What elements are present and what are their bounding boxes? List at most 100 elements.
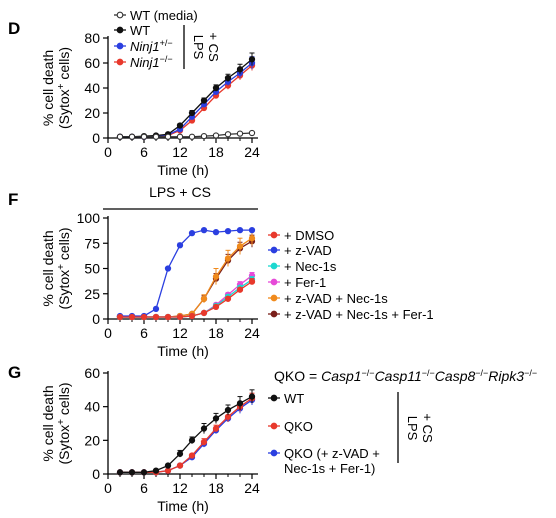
data-point <box>188 133 196 140</box>
legend-entry-label: Ninj1−/− <box>130 54 173 70</box>
data-point <box>224 295 232 302</box>
y-tick-label: 50 <box>84 261 100 277</box>
data-point <box>248 129 256 137</box>
panel-letter: F <box>8 190 18 209</box>
y-tick-label: 40 <box>84 399 100 415</box>
y-tick-label: 0 <box>92 130 100 146</box>
legend-entry-label: Ninj1+/− <box>130 38 173 54</box>
legend-swatch-marker <box>270 278 278 286</box>
data-point <box>212 132 220 139</box>
data-point <box>116 469 124 476</box>
series-line <box>120 281 253 318</box>
data-point <box>200 295 208 302</box>
x-tick-label: 6 <box>140 480 148 496</box>
data-point <box>248 56 256 63</box>
bracket-label-line2: + CS <box>206 32 221 62</box>
data-point <box>212 84 220 92</box>
x-axis-title: Time (h) <box>157 162 209 178</box>
data-point <box>200 309 208 317</box>
series-line <box>120 229 252 317</box>
series-line <box>120 240 253 318</box>
data-point <box>176 122 184 129</box>
y-axis-title-line1: % cell death <box>40 50 56 126</box>
x-tick-label: 0 <box>104 325 112 341</box>
legend-entry-label-line2: Nec-1s + Fer-1) <box>284 461 375 476</box>
legend-swatch-marker <box>270 246 278 254</box>
data-point <box>164 313 172 321</box>
data-point <box>248 235 256 242</box>
legend-entry-label: QKO <box>284 419 313 434</box>
y-axis-title-line2: (Sytox+ cells) <box>56 47 73 129</box>
data-point <box>212 425 220 432</box>
legend-entry-label: + z-VAD + Nec-1s <box>284 291 388 306</box>
legend-entry-label: + Nec-1s <box>284 259 337 274</box>
panel-letter: D <box>8 19 20 38</box>
y-tick-label: 25 <box>84 286 100 302</box>
series-line <box>120 279 253 318</box>
x-tick-label: 18 <box>208 325 224 341</box>
data-point <box>140 313 148 321</box>
data-point <box>188 109 196 117</box>
data-point <box>116 313 124 321</box>
legend-swatch-marker <box>116 26 124 34</box>
data-point <box>236 226 244 234</box>
legend-entry-label: WT <box>130 23 150 38</box>
condition-header: LPS + CS <box>103 184 258 210</box>
data-point <box>248 226 256 234</box>
data-point <box>212 228 220 236</box>
data-point <box>140 133 148 140</box>
data-point <box>212 303 220 311</box>
x-tick-label: 18 <box>208 480 224 496</box>
legend-swatch-marker <box>270 422 278 430</box>
data-point <box>224 227 232 235</box>
x-tick-label: 12 <box>172 325 188 341</box>
legend: QKO = Casp1−/−Casp11−/−Casp8−/−Ripk3−/− W… <box>268 368 537 476</box>
data-point <box>116 133 124 140</box>
series-f-2 <box>116 276 256 321</box>
y-axis-title-line2: (Sytox+ cells) <box>56 227 73 309</box>
data-point <box>212 273 220 280</box>
data-point <box>140 469 148 476</box>
data-point <box>248 278 256 285</box>
data-point <box>176 313 184 321</box>
bracket-label-line2: + CS <box>420 413 435 443</box>
x-tick-label: 24 <box>244 480 260 496</box>
data-point <box>128 313 136 321</box>
data-point <box>224 406 232 414</box>
series-f-4 <box>116 230 256 321</box>
data-point <box>152 133 160 140</box>
x-tick-label: 6 <box>140 144 148 160</box>
x-tick-label: 6 <box>140 325 148 341</box>
x-tick-label: 24 <box>244 144 260 160</box>
series-line <box>120 65 253 138</box>
legend-entry-label: WT (media) <box>130 8 198 23</box>
x-tick-label: 12 <box>172 144 188 160</box>
data-point <box>164 462 172 469</box>
legend-swatch-marker <box>270 394 278 402</box>
data-point <box>224 74 232 82</box>
data-point <box>176 133 184 140</box>
legend-swatch-marker <box>270 294 278 302</box>
bracket-label-line1: LPS <box>405 416 420 441</box>
data-point <box>128 133 136 140</box>
data-point <box>176 242 184 249</box>
legend-swatch-marker <box>116 58 124 66</box>
y-tick-label: 60 <box>84 365 100 381</box>
y-tick-label: 75 <box>84 235 100 251</box>
data-point <box>152 467 160 474</box>
data-point <box>188 452 196 459</box>
data-point <box>164 265 172 272</box>
series-line <box>120 132 253 138</box>
y-axis-title-line2: (Sytox+ cells) <box>56 382 73 464</box>
series-d-0 <box>116 129 256 140</box>
y-tick-label: 60 <box>84 55 100 71</box>
series-f-0 <box>116 278 256 321</box>
data-point <box>164 467 172 474</box>
x-tick-label: 12 <box>172 480 188 496</box>
data-point <box>236 400 244 407</box>
legend-entry-label: + z-VAD + Nec-1s + Fer-1 <box>284 307 434 322</box>
legend-swatch-marker <box>270 449 278 457</box>
legend-swatch-marker <box>270 262 278 270</box>
y-tick-label: 80 <box>84 30 100 46</box>
